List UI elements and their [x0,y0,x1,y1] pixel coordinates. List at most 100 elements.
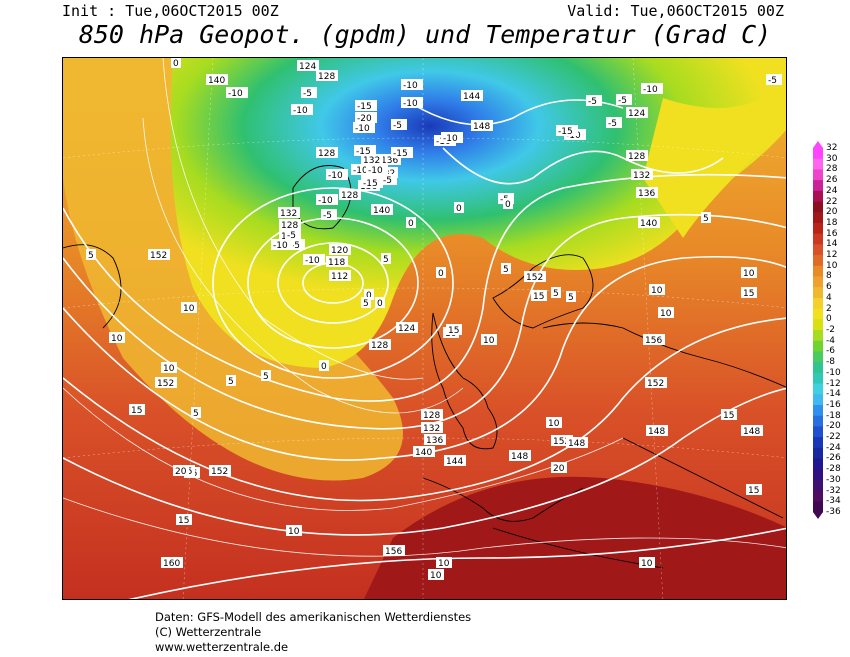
init-time-label: Init : Tue,06OCT2015 00Z [62,2,279,20]
temperature-label: 5 [193,409,199,419]
colorbar-swatch [813,415,823,427]
temperature-label: 15 [131,406,142,416]
geopotential-label-bg [566,437,588,448]
colorbar-swatch [813,180,823,192]
colorbar-label: -4 [826,335,835,346]
temperature-label-bg [354,145,376,156]
geopotential-label-bg [626,107,648,118]
temperature-label: 10 [183,304,195,314]
footer: Daten: GFS-Modell des amerikanischen Wet… [155,610,471,655]
colorbar-swatch [813,190,823,203]
colorbar-swatch [813,437,823,449]
temperature-label: 5 [88,251,94,261]
geopotential-label-bg [471,120,493,131]
colorbar-label: -30 [826,474,841,485]
temperature-label-bg [658,307,674,318]
geopotential-label-bg [279,219,301,230]
geopotential-label-bg [396,322,418,333]
temperature-label: 0 [321,362,327,372]
geopotential-label: 124 [299,62,316,72]
temperature-label: 0 [438,269,444,279]
geopotential-label: 118 [328,258,345,268]
temperature-label: -5 [303,89,312,99]
temperature-label: -5 [608,119,617,129]
geopotential-label: 156 [385,547,402,557]
geopotential-label-bg [626,150,648,161]
colorbar-label: -2 [826,325,835,335]
colorbar-label: -16 [826,399,841,410]
temperature-label-bg [361,297,371,308]
temperature-label: -5 [618,96,627,106]
temperature-label: 20 [553,464,565,474]
temperature-label-bg [551,287,561,298]
geopotential-label-bg [646,425,668,436]
temperature-label-bg [161,362,177,373]
colorbar-swatch [813,169,823,181]
colorbar-swatch [813,501,823,513]
colorbar-swatch [813,158,823,170]
colorbar-swatch [813,340,823,352]
colorbar-label: 26 [826,175,838,186]
geopotential-label-bg [461,90,483,101]
map-title: 850 hPa Geopot. (gpdm) und Temperatur (G… [78,20,772,49]
temperature-label: -20 [357,114,372,124]
temperature-label: 10 [111,334,123,344]
temperature-label: 5 [363,299,369,309]
geopotential-label: 148 [511,452,528,462]
temperature-label-bg [226,87,248,98]
temperature-label-bg [109,332,125,343]
geopotential-label: 128 [341,191,358,201]
coastlines [63,165,786,569]
temperature-label: 10 [163,364,175,374]
geopotential-label: 152 [150,251,167,261]
colorbar-label: -32 [826,485,841,496]
temperature-label: 0 [366,291,372,301]
temperature-label-bg [501,263,511,274]
temperature-label: -10 [228,89,243,99]
geopotential-label: 128 [318,72,335,82]
temperature-label: -15 [356,147,371,157]
geopotential-label-bg [155,377,177,388]
temperature-colorbar [813,141,823,519]
temperature-label: 10 [438,559,450,569]
temperature-label-bg [355,112,377,123]
colorbar-label: 0 [826,314,832,325]
temperature-label-bg [381,253,391,264]
temperature-label-bg [741,287,757,298]
temperature-label-bg [353,122,375,133]
geopotential-label: 160 [163,559,180,569]
geopotential-label: 128 [423,411,440,421]
geopotential-label-bg [329,244,351,255]
geopotential-label-bg [509,450,531,461]
temperature-label-bg [381,174,397,185]
temperature-label-bg [181,302,197,313]
footer-url: www.wetterzentrale.de [155,640,289,654]
temperature-label: 5 [383,255,389,265]
temperature-label: -10 [355,124,370,134]
temperature-label-bg [316,194,338,205]
geopotential-label-bg [209,465,231,476]
temperature-label-bg [616,94,632,105]
geopotential-label: 128 [628,152,645,162]
temperature-label: -5 [588,97,597,107]
geopotential-label-bg [643,334,665,345]
colorbar-swatch [813,426,823,438]
temperature-label: -10 [443,134,458,144]
temperature-label-bg [391,147,413,158]
temperature-label: -15 [393,149,408,159]
colorbar-swatch [813,222,823,235]
geopotential-label-bg [524,271,546,282]
temperature-label-bg [271,239,293,250]
colorbar-swatch [813,297,823,310]
temperature-label-bg [86,249,96,260]
colorbar-swatch [813,330,823,342]
temperature-label: 10 [651,286,663,296]
colorbar-label: -10 [826,367,841,378]
geopotential-label: 136 [426,436,443,446]
temperature-label-bg [191,407,201,418]
geopotential-label: 148 [568,439,585,449]
colorbar-swatch [813,148,823,160]
temperature-label: -10 [368,166,383,176]
colorbar-label: 2 [826,303,832,314]
temperature-label: 0 [408,219,414,229]
